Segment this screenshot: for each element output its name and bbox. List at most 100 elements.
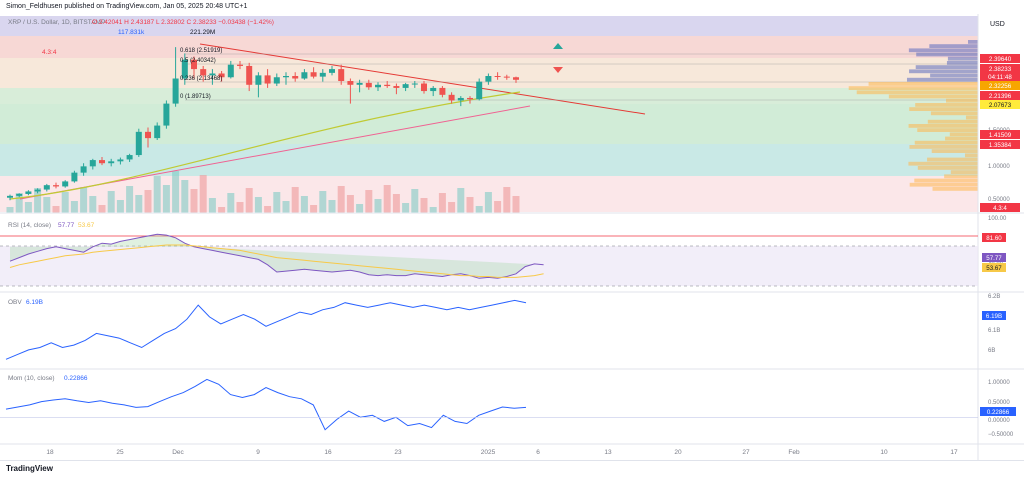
badge-bg	[982, 253, 1006, 262]
candle-body[interactable]	[34, 189, 41, 192]
candle-body[interactable]	[448, 94, 455, 101]
candle-body[interactable]	[485, 76, 492, 82]
candle-body[interactable]	[99, 160, 105, 164]
x-tick-label: 6	[536, 449, 540, 456]
candle-body[interactable]	[117, 159, 124, 162]
volume-bar	[144, 190, 152, 213]
volume-bar	[466, 197, 474, 213]
candle-body[interactable]	[135, 131, 142, 156]
candle-body[interactable]	[513, 77, 519, 80]
candle-body[interactable]	[494, 76, 501, 77]
x-tick-label: 10	[880, 449, 888, 456]
candle-body[interactable]	[246, 65, 253, 85]
candle-body[interactable]	[319, 72, 326, 77]
badge-bg	[980, 72, 1020, 81]
candle-body[interactable]	[163, 103, 170, 126]
candle-body[interactable]	[338, 69, 345, 82]
volume-profile-bar	[946, 98, 978, 103]
candle-body[interactable]	[310, 72, 317, 77]
rsi-badge: 53.67	[982, 263, 1006, 272]
volume-bar	[300, 196, 308, 213]
candle-body[interactable]	[126, 155, 133, 160]
candle-body[interactable]	[430, 87, 437, 92]
volume-profile-bar	[930, 73, 978, 78]
candle-body[interactable]	[25, 191, 32, 194]
candle-body[interactable]	[402, 84, 409, 88]
trend-line-red[interactable]	[199, 43, 646, 115]
candle-body[interactable]	[181, 59, 188, 79]
volume-bar	[24, 202, 32, 213]
candle-body[interactable]	[476, 81, 483, 100]
volume-bar	[457, 188, 465, 213]
y-tick-label: 0.50000	[988, 197, 1010, 203]
candle-body[interactable]	[347, 81, 354, 85]
candle-body[interactable]	[191, 59, 197, 70]
obv-badge: 6.19B	[982, 311, 1006, 320]
candle-body[interactable]	[503, 76, 510, 78]
volume-profile-bar	[909, 107, 978, 111]
volume-profile-bar	[968, 40, 978, 44]
candle-body[interactable]	[375, 84, 381, 88]
candle-body[interactable]	[218, 73, 225, 78]
candle-body[interactable]	[301, 72, 308, 79]
candle-body[interactable]	[439, 87, 446, 95]
volume-bar	[116, 200, 124, 213]
candle-body[interactable]	[227, 64, 234, 78]
volume-profile-bar	[927, 119, 978, 124]
badge-bg	[980, 100, 1020, 109]
candle-body[interactable]	[200, 69, 207, 76]
arrow-up-icon[interactable]	[553, 43, 563, 49]
candle-body[interactable]	[43, 185, 50, 190]
candle-body[interactable]	[457, 97, 464, 101]
candle-body[interactable]	[283, 76, 289, 78]
volume-bar	[34, 188, 42, 213]
candle-body[interactable]	[154, 125, 161, 139]
candle-body[interactable]	[89, 160, 96, 167]
volume-bar	[218, 207, 226, 213]
candle-body[interactable]	[411, 83, 418, 85]
volume-profile-bar	[932, 187, 978, 191]
candle-body[interactable]	[421, 83, 427, 92]
candle-body[interactable]	[356, 82, 363, 85]
candle-body[interactable]	[292, 76, 299, 79]
rsi-y-tick: 100.00	[988, 216, 1007, 222]
rsi-ma-value: 53.67	[78, 222, 95, 229]
candle-body[interactable]	[145, 131, 151, 139]
candle-body[interactable]	[329, 69, 335, 73]
candle-body[interactable]	[209, 73, 216, 76]
candle-body[interactable]	[16, 193, 23, 196]
volume-bar	[383, 185, 391, 213]
mom-badge: 0.22866	[980, 407, 1016, 416]
tradingview-logo[interactable]: TradingView	[6, 464, 53, 473]
candle-body[interactable]	[53, 185, 59, 187]
badge-text: 0.22866	[987, 409, 1010, 416]
volume-profile-bar	[916, 52, 978, 57]
candle-body[interactable]	[467, 97, 473, 100]
candle-body[interactable]	[172, 78, 179, 104]
volume-bar	[402, 203, 410, 213]
candle-body[interactable]	[273, 77, 280, 84]
candle-body[interactable]	[365, 82, 372, 88]
candle-body[interactable]	[71, 172, 78, 182]
volume-profile-bar	[914, 140, 978, 145]
fib-zone-teal	[0, 144, 978, 176]
volume-bar	[70, 201, 78, 213]
volume-profile-bar	[964, 153, 978, 158]
volume-bar	[172, 171, 180, 213]
candle-body[interactable]	[393, 86, 400, 88]
chart-header: Simon_Feldhusen published on TradingView…	[0, 0, 1024, 14]
candle-body[interactable]	[384, 84, 391, 87]
candle-body[interactable]	[264, 75, 271, 84]
badge-bg	[980, 81, 1020, 90]
rsi-badge: 57.77	[982, 253, 1006, 262]
candle-body[interactable]	[108, 161, 115, 164]
chart-canvas[interactable]: 0.618 (2.51919) 0.5 (2.40342) 0.236 (2.134…	[0, 14, 1024, 460]
arrow-down-icon[interactable]	[553, 67, 563, 73]
candle-body[interactable]	[62, 181, 69, 187]
candle-body[interactable]	[80, 166, 87, 173]
candle-body[interactable]	[237, 64, 243, 66]
candle-body[interactable]	[255, 75, 262, 85]
momentum-line	[5, 378, 527, 431]
candle-body[interactable]	[7, 195, 13, 198]
obv-y-tick: 6.1B	[988, 328, 1000, 334]
